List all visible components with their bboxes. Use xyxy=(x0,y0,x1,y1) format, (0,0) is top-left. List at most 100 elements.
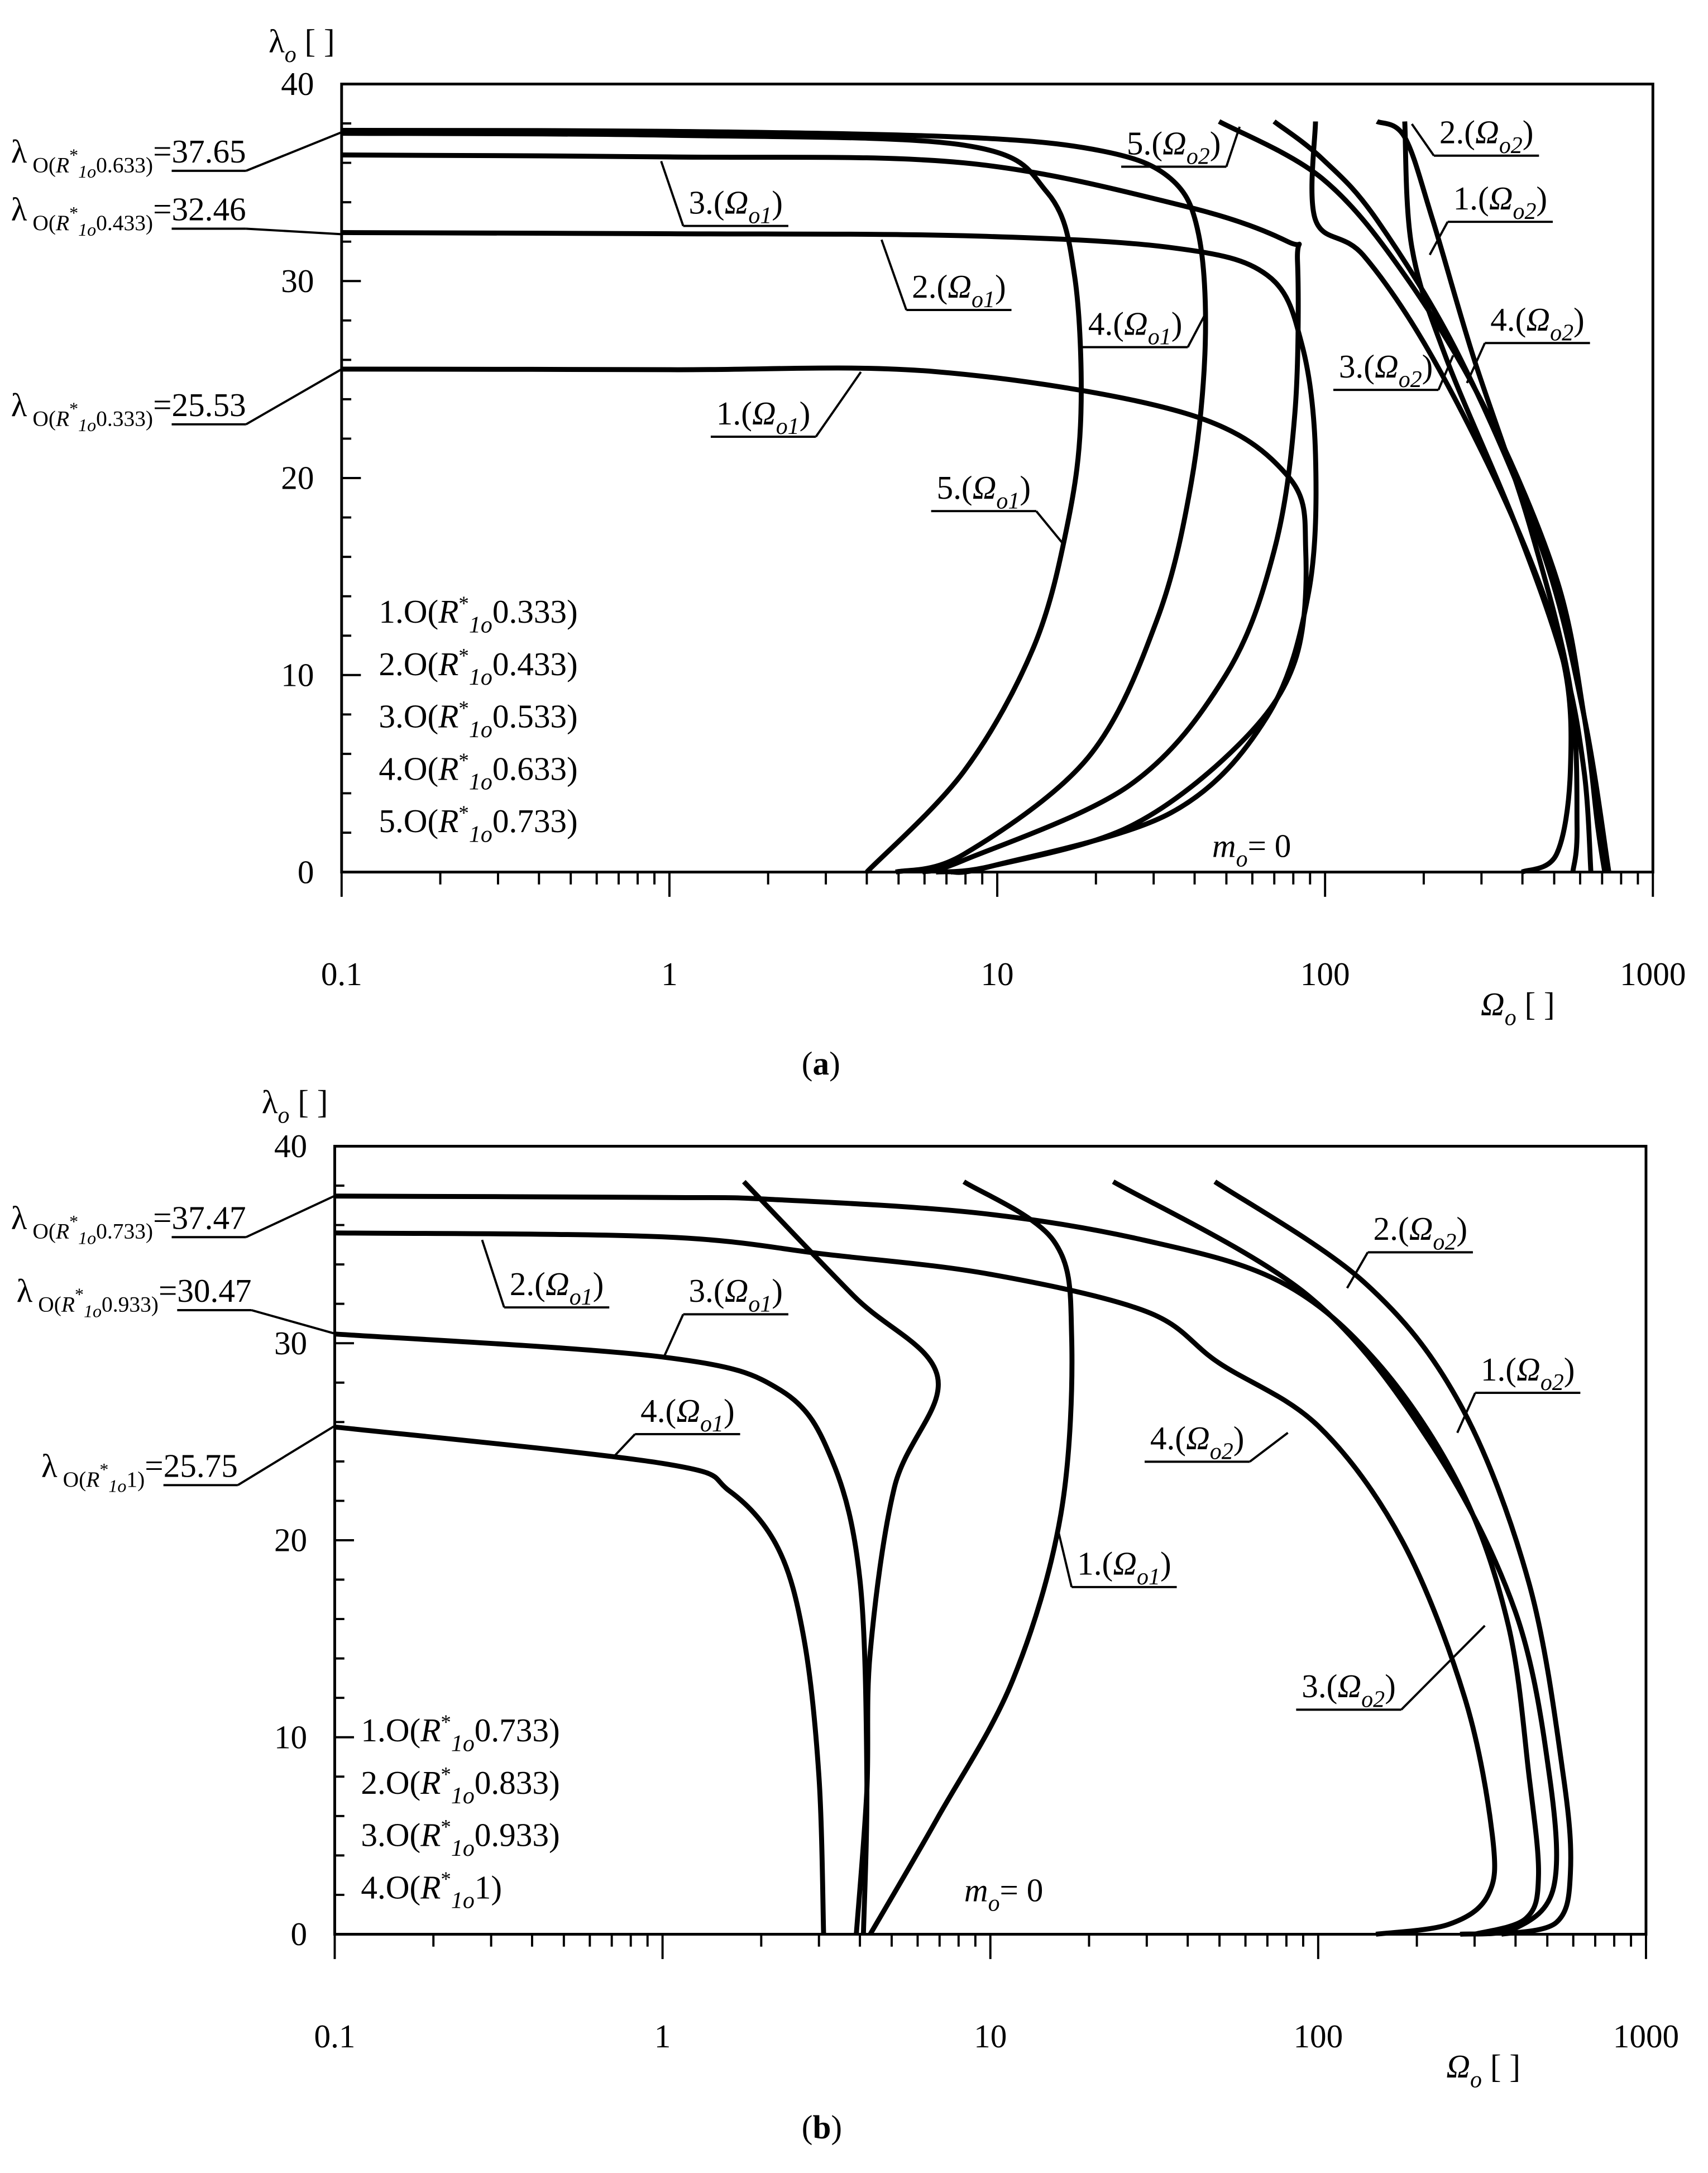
series-label-part: Ω xyxy=(948,268,972,305)
leader-line xyxy=(237,1425,336,1486)
series-label-part: ) xyxy=(772,1272,783,1309)
start-label-part: * xyxy=(69,203,78,223)
series-label-part: ) xyxy=(1210,125,1221,161)
curve xyxy=(1218,119,1607,873)
series-label: 1.(Ωo1) xyxy=(1077,1545,1171,1590)
legend-entry-part: R xyxy=(420,1869,441,1905)
start-label-part: O( xyxy=(58,1467,87,1492)
series-label-part: o2 xyxy=(1361,1687,1385,1712)
series-label-part: o2 xyxy=(1186,144,1210,170)
leader-line xyxy=(1346,1252,1369,1289)
x-tick-label: 10 xyxy=(974,2018,1007,2055)
y-tick-label: 0 xyxy=(291,1916,308,1952)
series-label-part: o1 xyxy=(972,287,995,313)
series-label-part: o1 xyxy=(776,414,800,440)
curve xyxy=(1402,121,1594,872)
start-label-part: O( xyxy=(27,211,55,235)
legend-entry: 4.O(R*1o0.633) xyxy=(379,749,577,795)
leader-line xyxy=(1456,1392,1476,1434)
series-label-part: 1.( xyxy=(1481,1351,1516,1388)
curve xyxy=(1375,119,1580,873)
curve xyxy=(868,1179,1075,1936)
series-label: 1.(Ωo2) xyxy=(1453,180,1548,225)
y-axis-label: λo [ ] xyxy=(269,23,335,68)
legend-entry-part: R xyxy=(438,593,458,630)
series-label-part: ) xyxy=(1171,305,1183,342)
start-label-part: λ xyxy=(11,133,27,170)
x-tick-label: 1 xyxy=(654,2018,671,2055)
series-label-part: o1 xyxy=(700,1411,724,1437)
legend-entry-part: R xyxy=(420,1712,441,1749)
series-label-part: Ω xyxy=(546,1265,570,1302)
start-label-part: * xyxy=(69,1211,78,1231)
y-tick-label: 10 xyxy=(274,1718,307,1755)
legend-entry: 4.O(R*1o1) xyxy=(361,1868,502,1913)
start-label-part: 37.65 xyxy=(171,133,246,170)
curve xyxy=(334,1230,1498,1937)
legend-entry-part: * xyxy=(441,1711,451,1734)
legend-entry-part: 3.O( xyxy=(379,698,438,735)
x-tick-label: 100 xyxy=(1300,956,1350,992)
curve xyxy=(341,131,1084,874)
series-label-part: o1 xyxy=(748,1291,772,1317)
series-label-part: o1 xyxy=(996,488,1020,514)
leader-line xyxy=(1249,1431,1289,1463)
x-tick-label: 1 xyxy=(661,956,678,992)
series-label-part: o2 xyxy=(1499,133,1523,159)
start-label-part: 1o xyxy=(78,415,96,435)
series-label: 3.(Ωo1) xyxy=(688,184,783,228)
legend-entry-part: 0.333) xyxy=(492,593,578,630)
panel-caption: (a) xyxy=(802,1045,840,1082)
x-tick-label: 0.1 xyxy=(321,956,362,992)
start-label-part: 37.47 xyxy=(171,1199,246,1236)
series-label-part: 2.( xyxy=(1439,114,1475,151)
leader-line xyxy=(1410,123,1435,156)
y-axis-label-part: [ ] xyxy=(289,1083,328,1120)
curve xyxy=(341,230,1319,875)
legend-entry-part: * xyxy=(458,749,469,772)
series-label: 4.(Ωo1) xyxy=(640,1392,735,1437)
leader-line xyxy=(481,1239,505,1308)
x-tick-label: 10 xyxy=(980,956,1013,992)
series-label-part: 3.( xyxy=(688,184,724,221)
leader-line xyxy=(245,131,342,172)
legend-entry-part: R xyxy=(438,750,458,787)
y-axis-label: λo [ ] xyxy=(262,1083,328,1128)
curve xyxy=(334,1331,870,1935)
panel-caption-part: ( xyxy=(802,2109,813,2146)
legend-entry-part: 4.O( xyxy=(379,750,438,787)
legend-entry-part: 2.O( xyxy=(361,1764,420,1801)
series-label-part: ) xyxy=(1160,1545,1171,1582)
start-label-part: λ xyxy=(11,1199,27,1236)
start-label-part: 1o xyxy=(78,161,96,182)
series-label: 5.(Ωo2) xyxy=(1127,125,1221,169)
series-label-part: 1.( xyxy=(1077,1545,1113,1582)
series-label-part: Ω xyxy=(1162,125,1186,161)
legend-entry-part: * xyxy=(458,697,469,720)
series-label-part: 5.( xyxy=(1127,125,1162,161)
series-label-part: ) xyxy=(800,395,811,432)
leader-line xyxy=(1035,510,1064,545)
x-axis-label-part: Ω xyxy=(1446,2048,1470,2085)
legend-entry: 5.O(R*1o0.733) xyxy=(379,802,577,847)
x-axis-label-part: Ω xyxy=(1481,986,1505,1023)
series-label-part: o2 xyxy=(1433,1229,1456,1255)
legend-entry-part: * xyxy=(441,1816,451,1838)
series-label-part: Ω xyxy=(725,1272,749,1309)
start-label-part: = xyxy=(153,191,171,228)
series-label-part: ) xyxy=(724,1392,735,1429)
curve xyxy=(1309,121,1574,875)
start-label-part: = xyxy=(153,1199,171,1236)
legend-entry-part: * xyxy=(441,1868,451,1891)
panel-caption: (b) xyxy=(802,2109,842,2146)
series-label: 1.(Ωo1) xyxy=(716,395,811,440)
y-axis-label-part: o xyxy=(285,42,296,68)
x-tick-label: 100 xyxy=(1293,2018,1343,2055)
legend-entry-part: * xyxy=(458,645,469,668)
y-tick-label: 20 xyxy=(274,1522,307,1559)
series-label-part: 3.( xyxy=(1302,1668,1337,1704)
legend-entry-part: 0.933) xyxy=(475,1817,560,1854)
series-label: 3.(Ωo2) xyxy=(1302,1668,1396,1712)
series-label-part: o2 xyxy=(1513,199,1537,225)
series-label-part: o1 xyxy=(1137,1564,1160,1590)
